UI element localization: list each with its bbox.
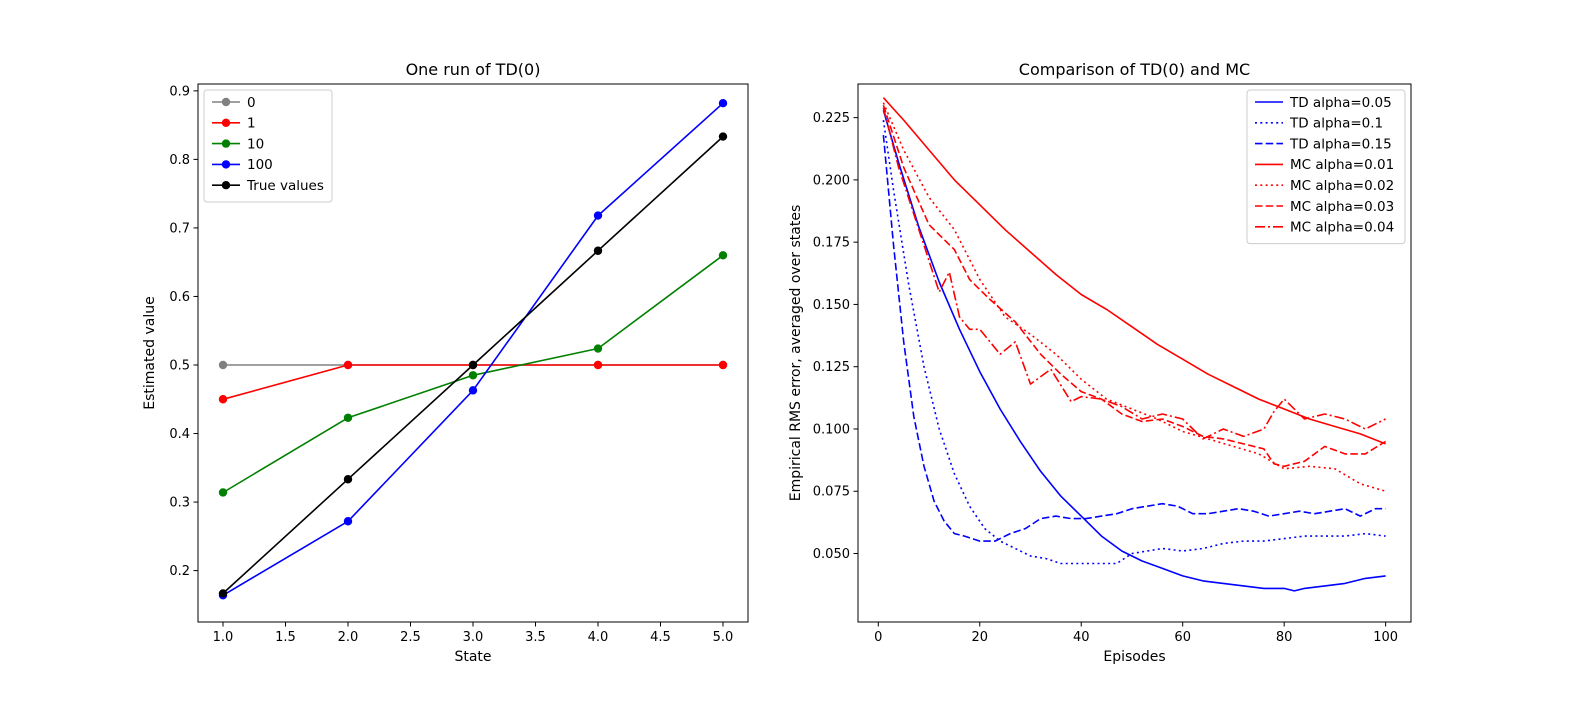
legend-label-4: MC alpha=0.02 <box>1290 178 1394 194</box>
y-tick-label: 0.075 <box>813 485 850 500</box>
y-tick-label: 0.9 <box>169 84 190 99</box>
plot-area <box>218 98 728 600</box>
x-tick-label: 60 <box>1174 630 1191 645</box>
chart-right: 0 20 40 60 80 100 0.050 0.075 0.100 0.125 0.150 0.1… <box>788 60 1412 665</box>
y-axis-label: Empirical RMS error, averaged over state… <box>788 205 804 502</box>
x-tick-label: 4.5 <box>650 630 671 645</box>
data-point-4-0 <box>218 589 228 598</box>
legend-label-3: MC alpha=0.01 <box>1290 157 1394 173</box>
data-point-4-4 <box>718 132 728 141</box>
plot-area <box>882 97 1387 592</box>
data-point-1-0 <box>218 395 228 404</box>
y-tick-label: 0.225 <box>813 111 850 126</box>
x-axis-label: State <box>454 649 491 665</box>
y-tick-label: 0.100 <box>813 422 850 437</box>
x-tick-label: 4.0 <box>588 630 609 645</box>
data-point-2-3 <box>593 344 603 353</box>
legend-label-0: 0 <box>247 95 256 111</box>
x-tick-label: 100 <box>1373 630 1398 645</box>
legend-label-2: 10 <box>247 136 264 152</box>
data-point-2-0 <box>218 488 228 497</box>
chart-title: One run of TD(0) <box>406 60 541 79</box>
legend-marker-0 <box>221 97 231 107</box>
x-tick-label: 20 <box>971 630 988 645</box>
y-tick-label: 0.7 <box>169 221 190 236</box>
y-tick-label: 0.3 <box>169 496 190 511</box>
data-point-3-4 <box>718 98 728 108</box>
series-line-6 <box>882 107 1386 440</box>
series-line-2 <box>882 135 1386 542</box>
legend-label-6: MC alpha=0.04 <box>1290 220 1394 236</box>
series-line-5 <box>882 104 1387 468</box>
data-point-3-1 <box>343 517 353 526</box>
data-point-1-4 <box>718 360 728 370</box>
legend: TD alpha=0.05 TD alpha=0.1 TD alpha=0.15 MC… <box>1246 89 1406 245</box>
x-tick-label: 1.0 <box>213 630 234 645</box>
x-tick-label: 80 <box>1276 630 1293 645</box>
legend-marker-2 <box>221 139 231 148</box>
x-tick-label: 0 <box>874 630 882 645</box>
legend-box <box>1246 89 1406 245</box>
legend-marker-3 <box>221 160 231 169</box>
data-point-1-1 <box>343 360 353 370</box>
legend-label-4: True values <box>246 178 324 194</box>
y-tick-label: 0.200 <box>813 173 850 188</box>
legend: 0 1 10 100 True values <box>203 89 333 203</box>
legend-label-1: TD alpha=0.1 <box>1289 116 1383 132</box>
x-axis-label: Episodes <box>1103 649 1165 665</box>
data-point-4-2 <box>468 360 478 370</box>
y-tick-label: 0.2 <box>169 564 190 579</box>
axes-frame <box>857 83 1412 623</box>
data-point-2-4 <box>718 251 728 260</box>
legend-label-0: TD alpha=0.05 <box>1289 95 1392 111</box>
y-tick-label: 0.6 <box>169 290 190 305</box>
x-tick-label: 40 <box>1073 630 1090 645</box>
data-point-3-2 <box>468 386 478 395</box>
data-point-0-0 <box>218 360 228 370</box>
y-tick-label: 0.8 <box>169 153 190 168</box>
y-tick-label: 0.050 <box>813 547 850 562</box>
x-tick-label: 3.0 <box>463 630 484 645</box>
legend-marker-4 <box>221 181 231 190</box>
y-tick-label: 0.175 <box>813 236 850 251</box>
data-point-4-1 <box>343 475 353 484</box>
chart-title: Comparison of TD(0) and MC <box>1019 60 1250 79</box>
legend-label-3: 100 <box>247 157 273 173</box>
data-point-4-3 <box>593 246 603 255</box>
series-line-0 <box>882 109 1386 592</box>
legend-label-1: 1 <box>247 116 256 132</box>
data-point-2-1 <box>343 413 353 422</box>
x-tick-label: 1.5 <box>275 630 296 645</box>
legend-label-2: TD alpha=0.15 <box>1289 136 1392 152</box>
x-tick-label: 5.0 <box>713 630 734 645</box>
x-tick-label: 2.0 <box>338 630 359 645</box>
data-point-2-2 <box>468 371 478 380</box>
y-tick-label: 0.5 <box>169 358 190 373</box>
data-point-3-3 <box>593 211 603 220</box>
y-tick-label: 0.125 <box>813 360 850 375</box>
x-tick-label: 2.5 <box>400 630 421 645</box>
y-tick-label: 0.4 <box>169 427 190 442</box>
y-axis-label: Estimated value <box>142 296 158 409</box>
data-point-1-3 <box>593 360 603 370</box>
legend-label-5: MC alpha=0.03 <box>1290 199 1394 215</box>
x-tick-label: 3.5 <box>525 630 546 645</box>
legend-marker-1 <box>221 118 231 128</box>
legend-box <box>203 89 333 203</box>
series-line-4 <box>882 102 1386 492</box>
y-tick-label: 0.150 <box>813 298 850 313</box>
series-line-1 <box>882 119 1386 565</box>
chart-left: 1.0 1.5 2.0 2.5 3.0 3.5 4.0 4.5 5.0 0.2 0.3 0.4 0.5 0… <box>142 60 749 665</box>
